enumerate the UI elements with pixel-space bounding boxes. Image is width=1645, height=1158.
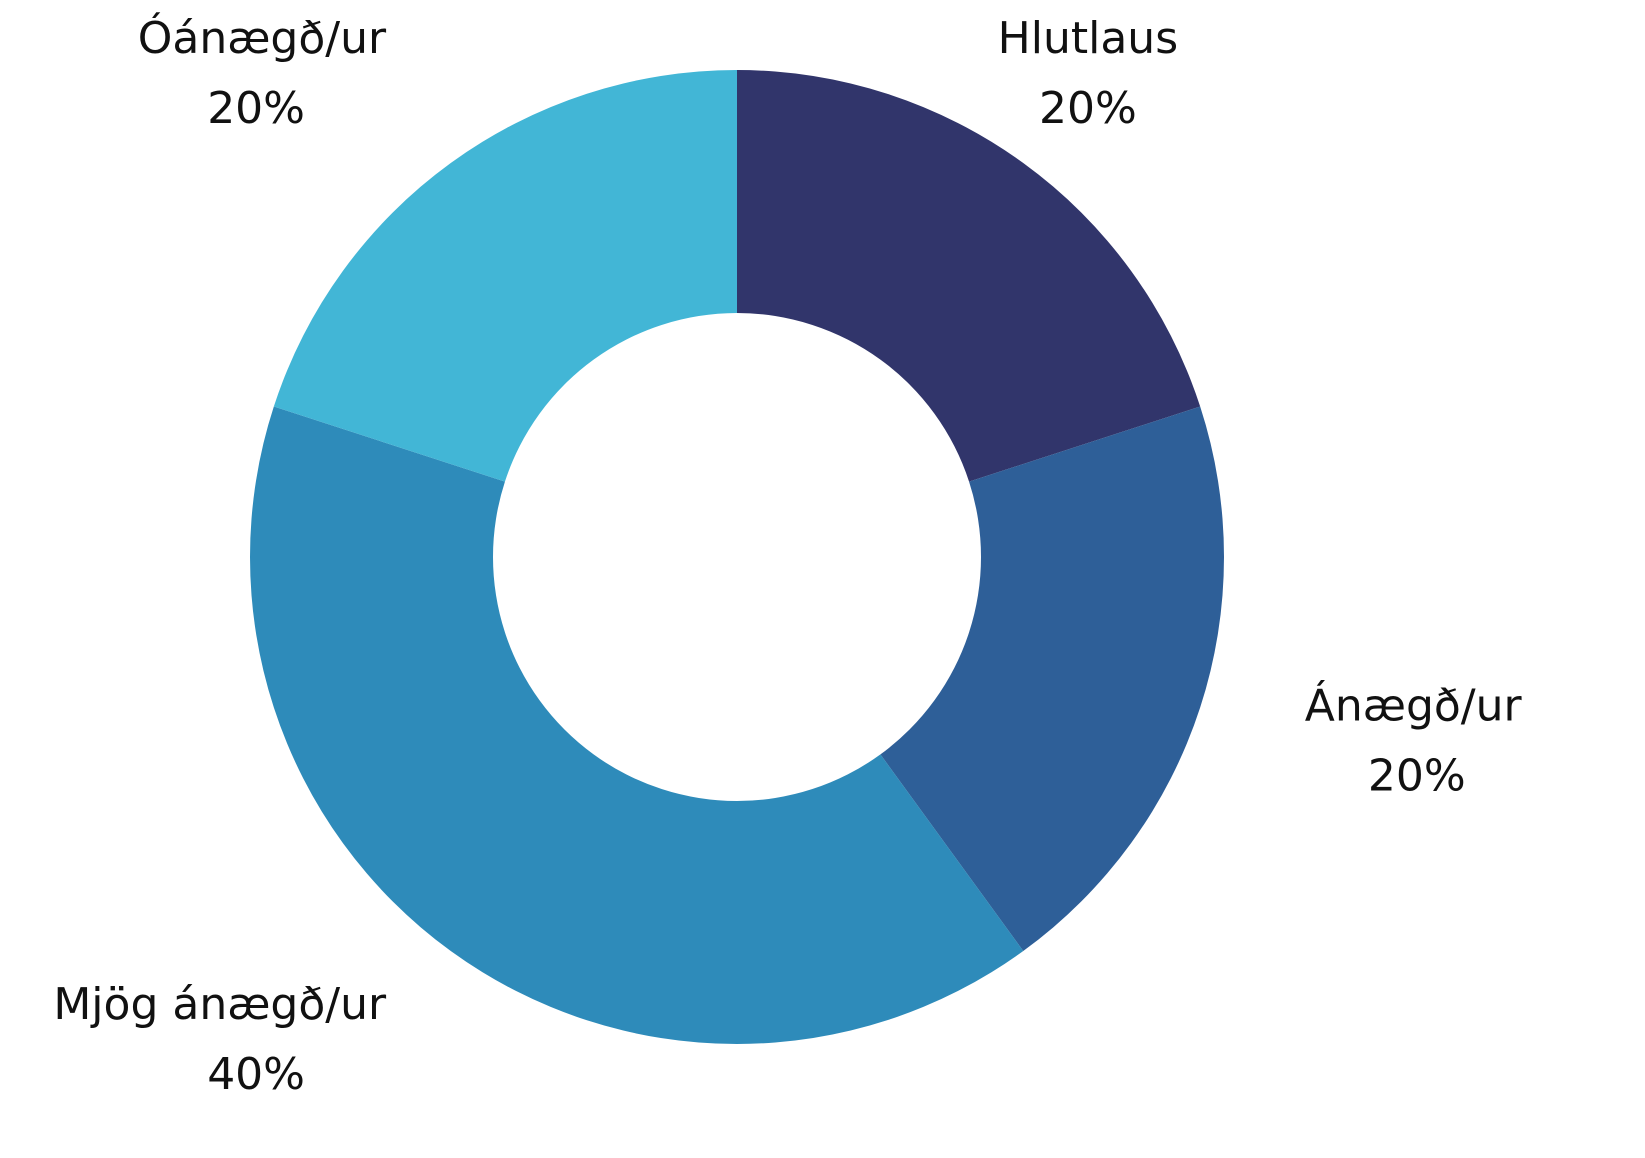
slice-value-label: 20% bbox=[1039, 83, 1137, 134]
donut-slice bbox=[880, 406, 1224, 951]
slice-label: Óánægð/ur bbox=[138, 11, 387, 64]
slice-label: Mjög ánægð/ur bbox=[53, 979, 387, 1030]
slice-label: Ánægð/ur bbox=[1305, 678, 1523, 731]
slice-value-label: 20% bbox=[1368, 750, 1466, 801]
donut-slice bbox=[249, 406, 1024, 1045]
slice-value-label: 40% bbox=[207, 1049, 305, 1100]
donut-slice bbox=[737, 70, 1201, 482]
donut-slice bbox=[273, 70, 737, 482]
slice-label: Hlutlaus bbox=[998, 13, 1178, 64]
slice-value-label: 20% bbox=[207, 83, 305, 134]
